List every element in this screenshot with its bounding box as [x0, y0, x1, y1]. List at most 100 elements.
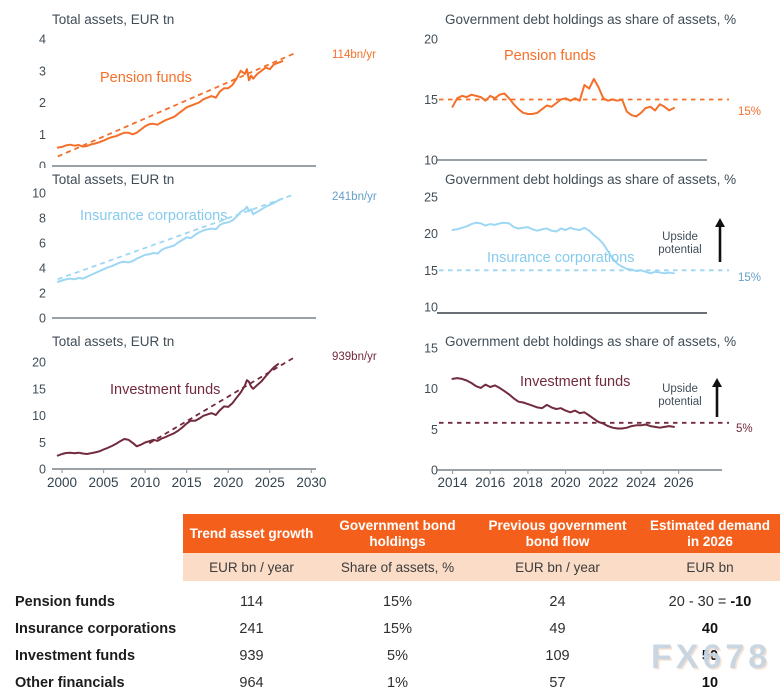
- chart-title: Total assets, EUR tn: [52, 12, 174, 27]
- trend-dashed-line: [57, 193, 296, 281]
- chart-svg: Total assets, EUR tn 0 2 4 6 8 10 Insurance cor…: [32, 172, 377, 326]
- y-tick-label: 4: [39, 262, 46, 276]
- column-unit-1: EUR bn / year: [183, 553, 320, 581]
- data-line: [451, 221, 675, 275]
- y-tick-label: 4: [39, 33, 46, 47]
- cell-trend-asset-growth: 114: [239, 593, 264, 610]
- demand-table: Trend asset growth Government bond holdin…: [0, 514, 784, 693]
- y-tick-label: 0: [39, 463, 46, 477]
- series-label: Pension funds: [504, 48, 596, 64]
- table-row: Pension funds 114 15% 24 20 - 30 = -10: [0, 588, 784, 615]
- y-tick-label: 8: [39, 212, 46, 226]
- demand-value: 50: [701, 647, 719, 664]
- y-tick-label: 15: [424, 264, 438, 278]
- x-tick-label: 2005: [89, 475, 119, 490]
- upside-potential-label: Upside: [662, 383, 698, 395]
- y-tick-label: 5: [431, 423, 438, 437]
- x-tick-label: 2026: [664, 475, 694, 490]
- column-header-4: Estimated demand in 2026: [640, 514, 780, 553]
- y-tick-label: 20: [424, 227, 438, 241]
- chart-title: Total assets, EUR tn: [52, 334, 174, 349]
- watermark: FX678: [651, 638, 772, 676]
- y-tick-label: 10: [424, 382, 438, 396]
- growth-annotation: 939bn/yr: [332, 351, 377, 363]
- cell-bond-flow: 49: [549, 620, 566, 637]
- table-row: Investment funds 939 5% 109 50: [0, 642, 784, 669]
- x-tick-label: 2024: [626, 475, 657, 490]
- up-arrow-icon: [712, 378, 722, 387]
- data-line: [56, 197, 284, 283]
- y-tick-label: 2: [39, 96, 46, 110]
- demand-calc-prefix: 20 - 30 =: [668, 593, 731, 610]
- data-line: [56, 363, 280, 457]
- y-tick-label: 2: [39, 287, 46, 301]
- y-tick-label: 6: [39, 237, 46, 251]
- charts-grid: Total assets, EUR tn 0 1 2 3 4 Pension funds 11…: [0, 2, 784, 502]
- x-tick-label: 2010: [130, 475, 160, 490]
- upside-potential-label: potential: [658, 396, 701, 408]
- cell-estimated-demand: 20 - 30 = -10: [640, 594, 780, 610]
- chart-title: Government debt holdings as share of ass…: [445, 12, 736, 27]
- series-label: Insurance corporations: [80, 208, 228, 224]
- chart-svg: Total assets, EUR tn 0 5 10 15 20 2000 2005 2010…: [32, 334, 377, 490]
- chart-svg: Government debt holdings as share of ass…: [424, 172, 761, 315]
- data-line: [451, 377, 675, 430]
- y-tick-label: 15: [424, 342, 438, 356]
- demand-value: -10: [730, 593, 752, 610]
- y-tick-label: 10: [32, 187, 46, 201]
- table-body: Pension funds 114 15% 24 20 - 30 = -10 Insura…: [0, 588, 784, 693]
- table-subheader-row: EUR bn / year Share of assets, % EUR bn / …: [183, 553, 780, 581]
- chart-title: Government debt holdings as share of ass…: [445, 172, 736, 187]
- growth-annotation: 114bn/yr: [332, 49, 376, 61]
- cell-bond-holdings: 1%: [387, 674, 408, 691]
- cell-bond-holdings: 5%: [387, 647, 408, 664]
- y-tick-label: 10: [424, 154, 438, 168]
- cell-trend-asset-growth: 939: [239, 647, 264, 664]
- y-tick-label: 0: [431, 464, 438, 478]
- chart-panel-2: Total assets, EUR tn 0 2 4 6 8 10 Insurance cor…: [0, 168, 392, 330]
- x-tick-label: 2020: [213, 475, 243, 490]
- chart-panel-5: Government debt holdings as share of ass…: [392, 168, 784, 330]
- chart-panel-6: Government debt holdings as share of ass…: [392, 330, 784, 502]
- y-tick-label: 5: [39, 436, 46, 450]
- row-label: Other financials: [15, 674, 125, 691]
- cell-bond-holdings: 15%: [382, 620, 413, 637]
- chart-svg: Government debt holdings as share of ass…: [424, 334, 753, 490]
- table-row: Other financials 964 1% 57 10: [0, 669, 784, 693]
- table-row: Insurance corporations 241 15% 49 40: [0, 615, 784, 642]
- column-unit-2: Share of assets, %: [320, 553, 475, 581]
- series-label: Investment funds: [520, 374, 630, 390]
- y-tick-label: 10: [424, 301, 438, 315]
- y-tick-label: 10: [32, 409, 46, 423]
- y-tick-label: 15: [424, 93, 438, 107]
- column-header-3: Previous government bond flow: [475, 514, 640, 553]
- growth-annotation: 241bn/yr: [332, 191, 377, 203]
- column-header-1: Trend asset growth: [183, 514, 320, 553]
- data-line: [56, 60, 284, 149]
- cell-bond-flow: 109: [545, 647, 570, 664]
- chart-panel-4: Government debt holdings as share of ass…: [392, 2, 784, 168]
- column-unit-3: EUR bn / year: [475, 553, 640, 581]
- y-tick-label: 15: [32, 382, 46, 396]
- upside-potential-label: Upside: [662, 231, 698, 243]
- chart-svg: Government debt holdings as share of ass…: [424, 12, 761, 168]
- cell-bond-holdings: 15%: [382, 593, 413, 610]
- demand-value: 10: [701, 674, 719, 691]
- y-tick-label: 1: [39, 128, 46, 142]
- row-label: Pension funds: [15, 593, 115, 610]
- x-tick-label: 2025: [255, 475, 285, 490]
- series-label: Insurance corporations: [487, 250, 635, 266]
- x-tick-label: 2015: [172, 475, 202, 490]
- x-tick-label: 2030: [296, 475, 326, 490]
- reference-value-label: 15%: [738, 272, 761, 284]
- cell-estimated-demand: 10: [640, 675, 780, 691]
- y-tick-label: 3: [39, 64, 46, 78]
- demand-value: 40: [701, 620, 719, 637]
- series-label: Pension funds: [100, 70, 192, 86]
- trend-dashed-line: [57, 52, 296, 158]
- data-line: [451, 77, 675, 118]
- x-tick-label: 2020: [551, 475, 581, 490]
- x-tick-label: 2018: [513, 475, 543, 490]
- reference-value-label: 5%: [736, 423, 753, 435]
